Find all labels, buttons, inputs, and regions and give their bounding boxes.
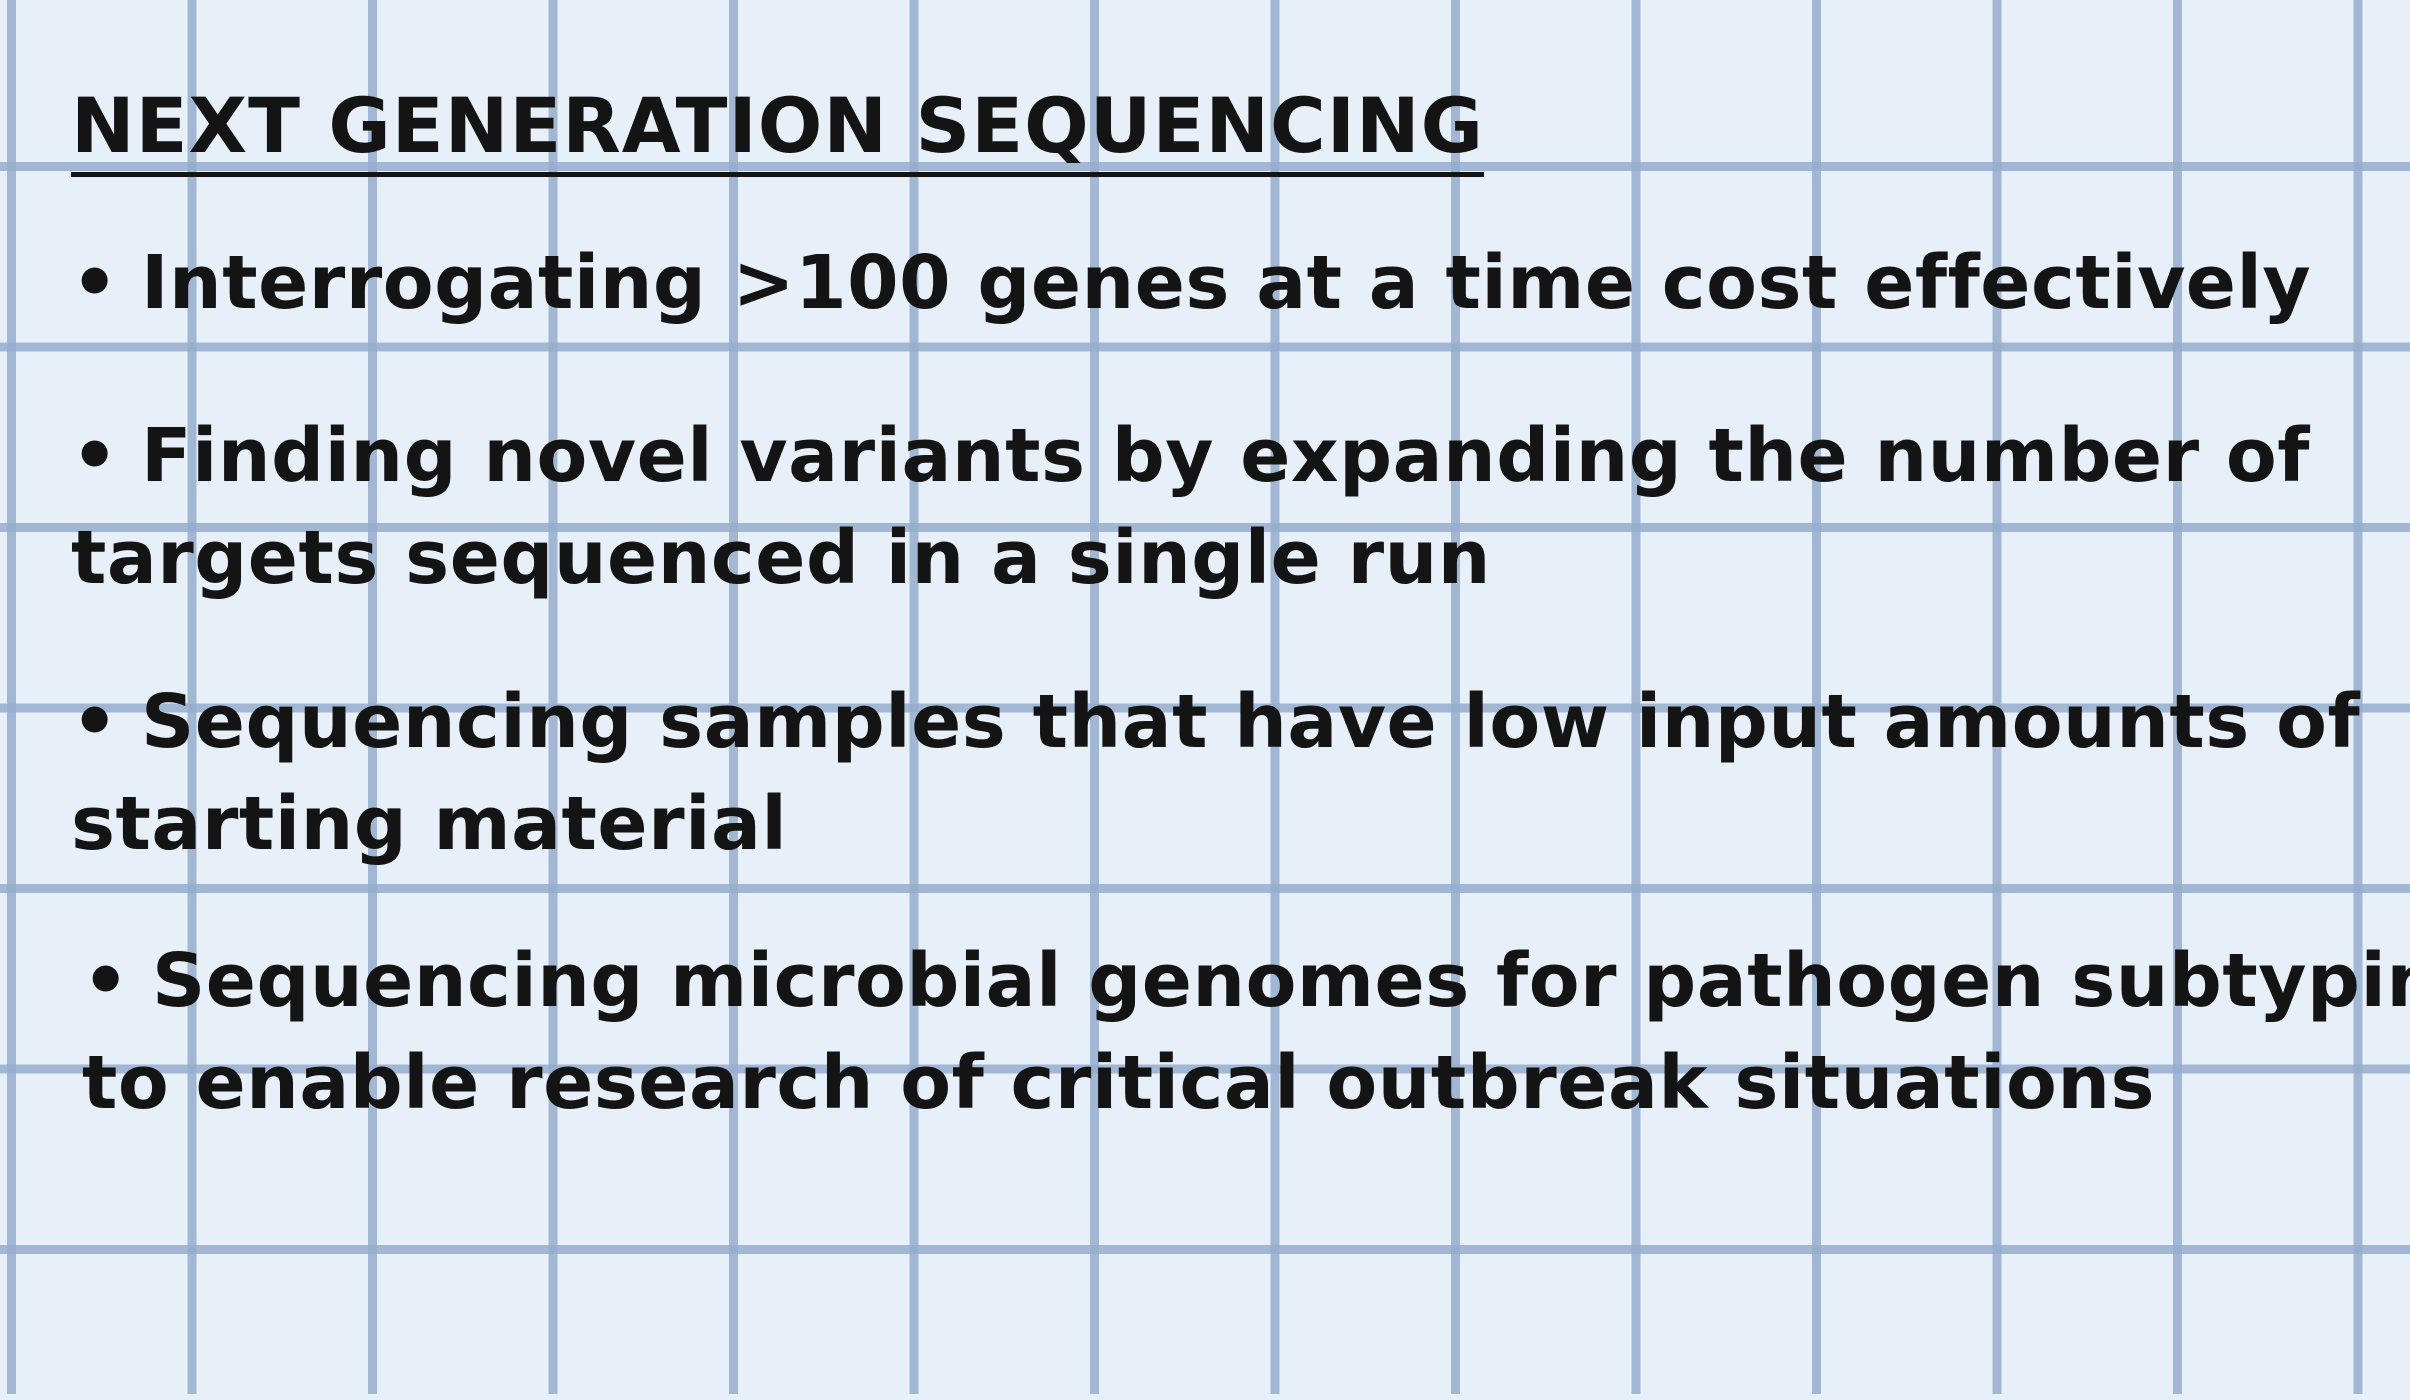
bullet-dot-icon: • — [71, 679, 119, 765]
slide-title: NEXT GENERATION SEQUENCING — [71, 80, 1484, 177]
bullet-dot-icon: • — [82, 938, 130, 1024]
bullet-continuation-line: targets sequenced in a single run — [71, 515, 1491, 601]
bullet-item-3: • Sequencing samples that have low input … — [71, 671, 2360, 875]
bullet-line: • Sequencing microbial genomes for pathog… — [82, 930, 2410, 1032]
bullet-text: Finding novel variants by expanding the … — [141, 413, 2310, 499]
bullet-line: • Sequencing samples that have low input … — [71, 671, 2360, 773]
bullet-text: Sequencing microbial genomes for pathoge… — [152, 938, 2410, 1024]
bullet-text: Sequencing samples that have low input a… — [141, 679, 2361, 765]
bullet-line: • Finding novel variants by expanding the… — [71, 405, 2310, 507]
bullet-text: Interrogating >100 genes at a time cost … — [141, 240, 2312, 326]
bullet-dot-icon: • — [71, 240, 119, 326]
bullet-dot-icon: • — [71, 413, 119, 499]
bullet-line: • Interrogating >100 genes at a time cost… — [71, 232, 2311, 334]
bullet-item-1: • Interrogating >100 genes at a time cost… — [71, 232, 2311, 334]
bullet-item-2: • Finding novel variants by expanding the… — [71, 405, 2310, 609]
bullet-item-4: • Sequencing microbial genomes for pathog… — [82, 930, 2410, 1134]
bullet-continuation-line: starting material — [71, 781, 788, 867]
bullet-continuation-line: to enable research of critical outbreak … — [82, 1040, 2156, 1126]
